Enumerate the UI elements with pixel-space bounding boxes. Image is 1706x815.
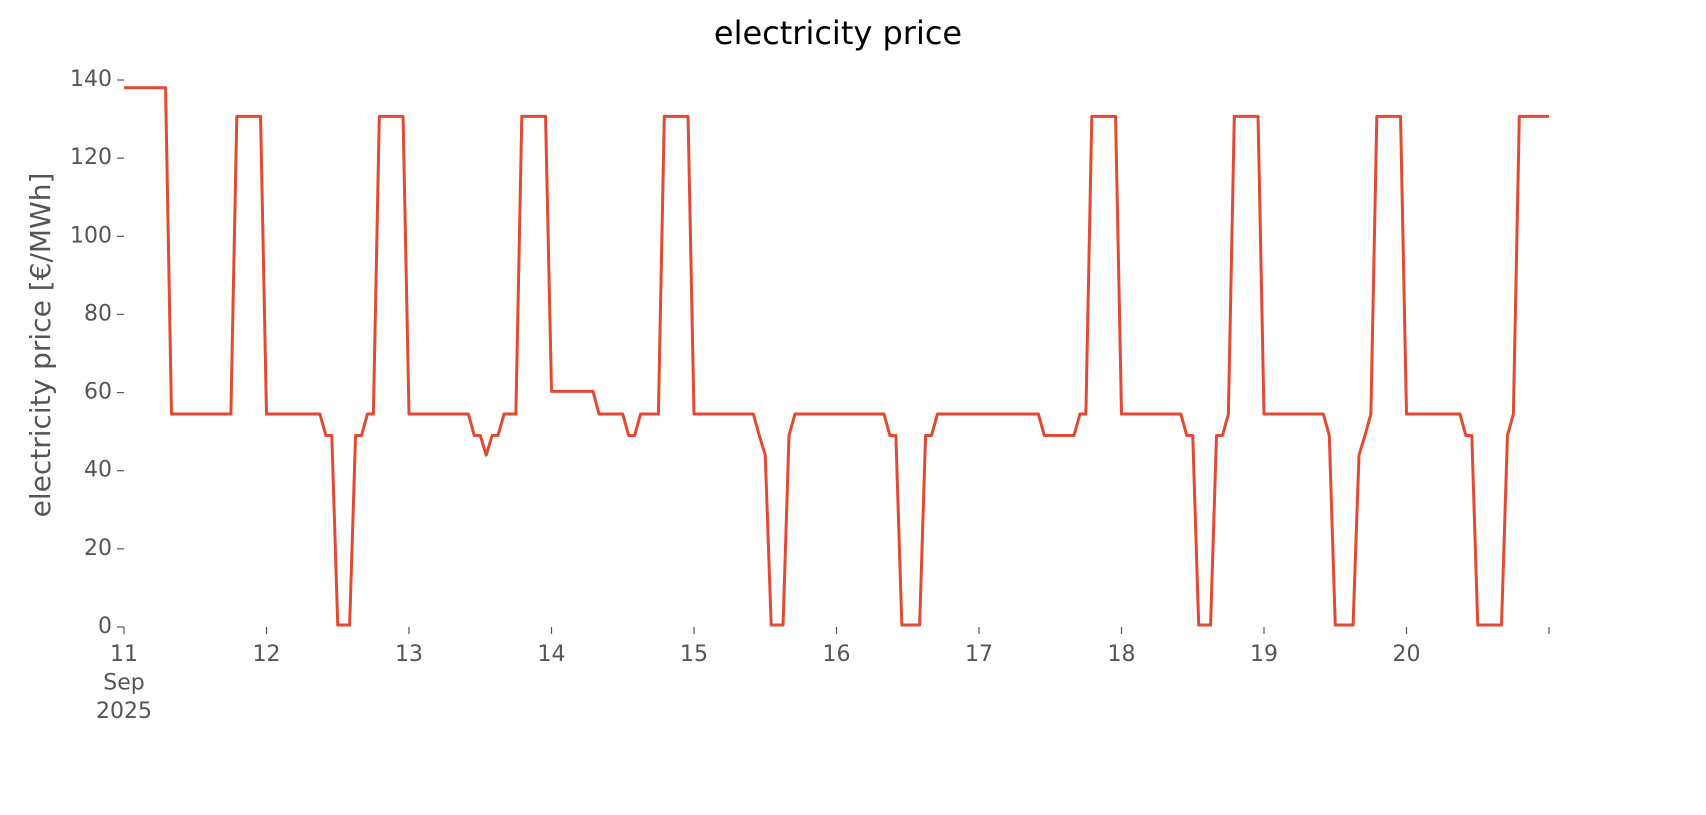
y-tick-label: 0	[98, 614, 112, 639]
x-tick-label: 12	[253, 642, 281, 667]
x-tick-label: 15	[680, 642, 708, 667]
y-tick-label: 40	[84, 458, 112, 483]
y-tick-label: 100	[70, 223, 112, 248]
y-tick-label: 60	[84, 380, 112, 405]
x-tick-label: 11 Sep 2025	[96, 642, 152, 724]
x-tick-label: 20	[1393, 642, 1421, 667]
x-tick-label: 13	[395, 642, 423, 667]
x-tick-label: 18	[1108, 642, 1136, 667]
y-axis-label: electricity price [€/MWh]	[24, 173, 57, 518]
chart-title: electricity price	[714, 14, 962, 52]
x-tick-label: 17	[965, 642, 993, 667]
y-tick-label: 20	[84, 536, 112, 561]
y-tick-label: 140	[70, 67, 112, 92]
y-tick-label: 80	[84, 301, 112, 326]
y-tick-label: 120	[70, 145, 112, 170]
x-tick-label: 19	[1250, 642, 1278, 667]
data-line	[124, 86, 1549, 627]
x-tick-label: 16	[823, 642, 851, 667]
x-tick-label: 14	[538, 642, 566, 667]
